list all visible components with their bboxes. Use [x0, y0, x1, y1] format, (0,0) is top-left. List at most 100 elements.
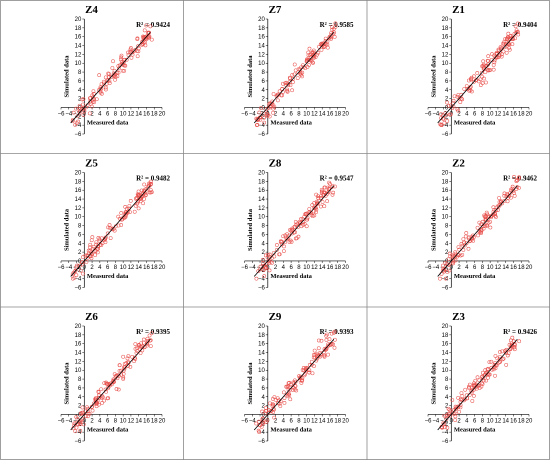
y-tick-label: −6: [258, 132, 266, 138]
panel-title: Z4: [85, 4, 98, 16]
data-point: [266, 113, 270, 117]
data-point: [510, 42, 515, 47]
data-point: [269, 409, 274, 413]
x-axis-label: Measured data: [454, 119, 496, 126]
data-point: [257, 430, 262, 435]
data-point: [478, 83, 483, 87]
data-point: [480, 382, 485, 387]
y-tick-label: 12: [442, 359, 449, 365]
data-point: [482, 214, 487, 219]
y-tick-label: 10: [75, 215, 82, 221]
data-point: [129, 46, 133, 50]
x-tick-label: 16: [327, 265, 334, 271]
data-point: [117, 368, 122, 373]
data-point: [327, 337, 332, 342]
x-tick-label: 14: [319, 418, 326, 424]
x-tick-label: 14: [319, 265, 326, 271]
y-tick-label: 18: [75, 26, 82, 32]
data-point: [258, 117, 263, 122]
data-point: [494, 208, 499, 212]
x-tick-label: 2: [90, 111, 94, 117]
data-point: [282, 396, 287, 400]
data-point: [310, 214, 315, 219]
data-point: [297, 375, 302, 380]
data-point: [92, 401, 96, 406]
data-point: [292, 224, 297, 229]
data-point: [86, 248, 91, 253]
x-tick-label: 12: [311, 418, 318, 424]
scatter-points: [438, 175, 521, 281]
data-point: [478, 77, 483, 82]
y-tick-label: 4: [445, 241, 449, 247]
data-point: [265, 252, 270, 257]
data-point: [296, 67, 301, 72]
data-point: [512, 345, 517, 350]
data-point: [459, 391, 464, 395]
data-point: [264, 107, 269, 112]
data-point: [311, 353, 316, 357]
data-point: [470, 387, 475, 392]
data-point: [314, 210, 318, 215]
data-point: [128, 199, 133, 203]
data-point: [100, 401, 105, 405]
y-tick-label: 10: [442, 61, 449, 67]
x-tick-label: 6: [473, 265, 477, 271]
x-tick-label: 10: [120, 111, 127, 117]
data-point: [482, 373, 487, 378]
y-tick-label: 20: [258, 17, 265, 23]
y-tick-label: 4: [445, 88, 449, 94]
x-tick-label: 12: [128, 418, 135, 424]
y-tick-label: −6: [441, 286, 449, 292]
data-point: [489, 365, 494, 370]
data-point: [313, 353, 318, 357]
data-point: [509, 195, 513, 200]
data-point: [80, 405, 85, 410]
data-point: [81, 422, 86, 427]
y-tick-label: 0: [78, 259, 82, 265]
data-point: [445, 100, 449, 105]
data-point: [325, 199, 329, 204]
data-point: [118, 57, 123, 62]
fit-line: [70, 185, 151, 277]
data-point: [130, 354, 135, 359]
data-point: [89, 104, 94, 109]
y-tick-label: 2: [78, 404, 82, 410]
data-point: [272, 105, 277, 110]
data-point: [513, 36, 517, 41]
data-point: [510, 186, 515, 191]
y-tick-label: 12: [442, 206, 449, 212]
x-tick-label: 10: [303, 418, 310, 424]
data-point: [89, 250, 93, 255]
y-tick-label: 20: [258, 171, 265, 177]
data-point: [448, 409, 453, 414]
data-point: [329, 331, 334, 336]
y-tick-label: 14: [75, 44, 82, 50]
data-point: [122, 366, 127, 371]
x-tick-label: −2: [73, 418, 81, 424]
data-point: [260, 409, 264, 414]
data-point: [446, 262, 451, 267]
data-point: [141, 337, 146, 342]
fit-line: [70, 339, 151, 431]
data-point: [265, 418, 270, 422]
data-point: [453, 258, 458, 263]
y-tick-label: 2: [445, 250, 449, 256]
data-point: [74, 106, 79, 111]
x-tick-label: 10: [303, 265, 310, 271]
y-axis-label: Simulated data: [63, 55, 70, 98]
data-point: [310, 50, 315, 55]
data-point: [275, 247, 279, 252]
x-tick-label: 20: [159, 265, 166, 271]
y-tick-label: −2: [441, 421, 449, 427]
y-tick-label: 0: [261, 105, 265, 111]
data-point: [319, 48, 324, 52]
data-point: [301, 65, 306, 69]
x-tick-label: 4: [465, 418, 469, 424]
data-point: [481, 226, 486, 231]
data-point: [293, 219, 298, 224]
data-point: [268, 401, 272, 406]
y-tick-label: 8: [261, 70, 265, 76]
y-tick-label: 6: [78, 386, 82, 392]
data-point: [89, 256, 94, 261]
x-tick-label: −6: [241, 111, 249, 117]
